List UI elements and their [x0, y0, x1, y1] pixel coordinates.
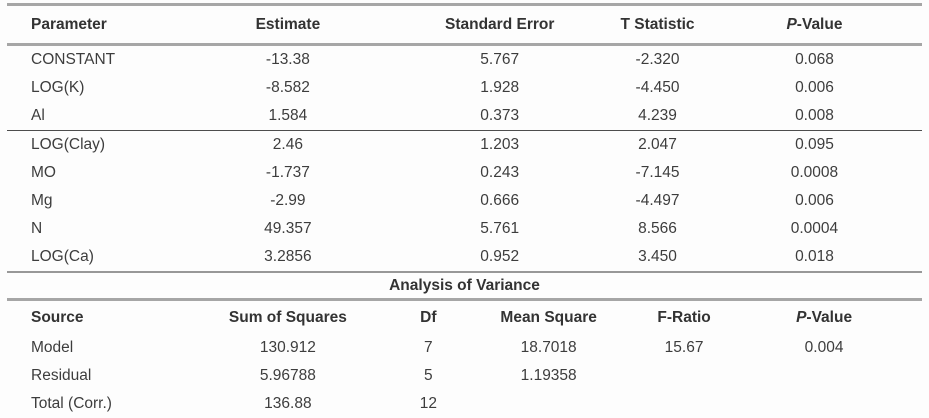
cell-f-ratio [642, 362, 726, 390]
cell-estimate: -13.38 [265, 51, 310, 68]
cell-p-value: 0.068 [795, 51, 834, 68]
cell-estimate: -8.582 [265, 79, 310, 96]
cell-estimate: 3.2856 [184, 243, 392, 273]
col-header-sum-of-squares: Sum of Squares [228, 308, 347, 326]
cell-estimate: 2.46 [272, 136, 303, 153]
cell-p-value: 0.018 [706, 243, 922, 273]
coef-header-row: Parameter Estimate Standard Error T Stat… [7, 4, 922, 46]
coef-row-log-clay: LOG(Clay) 2.46 1.203 2.047 0.095 [7, 131, 922, 160]
col-header-parameter: Parameter [7, 4, 185, 46]
cell-estimate: 49.357 [264, 220, 312, 237]
coef-row-log-ca: LOG(Ca) 3.2856 0.952 3.450 0.018 [7, 243, 922, 273]
cell-source: Total (Corr.) [31, 395, 112, 412]
cell-p-value: 0.095 [795, 136, 834, 153]
cell-t-stat: -2.320 [635, 51, 680, 68]
p-value-italic-p: P [786, 15, 797, 33]
cell-mean-square: 18.7018 [520, 339, 577, 356]
cell-p-value: 0.0004 [790, 220, 839, 237]
cell-t-stat: 2.047 [638, 136, 677, 153]
cell-parameter: N [31, 220, 43, 237]
cell-parameter: CONSTANT [31, 51, 116, 68]
anova-row-residual: Residual 5.96788 5 1.19358 [7, 362, 922, 390]
cell-f-ratio: 15.67 [664, 339, 704, 356]
cell-estimate: -1.737 [265, 164, 310, 181]
cell-p-value: 0.006 [795, 192, 834, 209]
col-header-mean-square: Mean Square [500, 308, 597, 326]
cell-std-error: 1.928 [480, 79, 520, 96]
regression-coefficients-table: Parameter Estimate Standard Error T Stat… [7, 3, 922, 273]
cell-df: 7 [424, 339, 433, 356]
cell-mean-square: 1.19358 [520, 367, 577, 384]
col-header-estimate: Estimate [184, 4, 392, 46]
p-value-italic-p: P [796, 308, 807, 326]
cell-p-value: 0.0008 [790, 164, 839, 181]
cell-std-error: 0.373 [391, 102, 609, 131]
cell-p-value: 0.004 [804, 339, 844, 356]
anova-row-model: Model 130.912 7 18.7018 15.67 0.004 [7, 334, 922, 362]
cell-t-stat: 3.450 [608, 243, 707, 273]
cell-parameter: LOG(Ca) [7, 243, 185, 273]
col-header-f-ratio: F-Ratio [657, 308, 711, 326]
cell-df: 12 [419, 395, 437, 412]
cell-t-stat: -4.450 [635, 79, 680, 96]
coef-row-constant: CONSTANT -13.38 5.767 -2.320 0.068 [7, 45, 922, 75]
cell-estimate: -2.99 [270, 192, 306, 209]
cell-std-error: 1.203 [480, 136, 520, 153]
cell-p-value: 0.006 [795, 79, 834, 96]
cell-p-value: 0.008 [706, 102, 922, 131]
cell-sum-of-squares: 136.88 [264, 395, 312, 412]
cell-std-error: 0.243 [480, 164, 520, 181]
cell-t-stat: 4.239 [608, 102, 707, 131]
coef-row-mg: Mg -2.99 0.666 -4.497 0.006 [7, 187, 922, 215]
anova-table: Source Sum of Squares Df Mean Square F-R… [7, 298, 922, 418]
coef-row-n: N 49.357 5.761 8.566 0.0004 [7, 215, 922, 243]
coef-row-mo: MO -1.737 0.243 -7.145 0.0008 [7, 159, 922, 187]
col-header-p-value: P-Value [706, 4, 922, 46]
p-value-suffix: -Value [806, 308, 853, 326]
coef-row-log-k: LOG(K) -8.582 1.928 -4.450 0.006 [7, 74, 922, 102]
cell-source: Model [31, 339, 74, 356]
cell-f-ratio [642, 390, 726, 418]
cell-sum-of-squares: 5.96788 [259, 367, 316, 384]
cell-source: Residual [31, 367, 92, 384]
cell-parameter: MO [31, 164, 56, 181]
cell-t-stat: -4.497 [635, 192, 680, 209]
p-value-suffix: -Value [796, 15, 843, 33]
cell-parameter: Mg [31, 192, 53, 209]
cell-parameter: LOG(Clay) [31, 136, 106, 153]
cell-parameter: LOG(K) [31, 79, 85, 96]
cell-p-value [726, 390, 922, 418]
col-header-source: Source [31, 308, 84, 326]
col-header-standard-error: Standard Error [391, 4, 609, 46]
col-header-anova-p-value: P-Value [726, 300, 922, 335]
coef-row-al: Al 1.584 0.373 4.239 0.008 [7, 102, 922, 131]
cell-estimate: 1.584 [184, 102, 392, 131]
cell-parameter: Al [7, 102, 185, 131]
cell-std-error: 5.761 [480, 220, 520, 237]
cell-std-error: 0.952 [391, 243, 609, 273]
cell-mean-square [455, 390, 642, 418]
col-header-df: Df [420, 308, 437, 326]
cell-df: 5 [424, 367, 433, 384]
cell-p-value [726, 362, 922, 390]
cell-std-error: 0.666 [480, 192, 520, 209]
cell-t-stat: -7.145 [635, 164, 680, 181]
anova-header-row: Source Sum of Squares Df Mean Square F-R… [7, 300, 922, 335]
cell-t-stat: 8.566 [638, 220, 677, 237]
anova-section-title: Analysis of Variance [389, 277, 540, 294]
cell-sum-of-squares: 130.912 [259, 339, 316, 356]
anova-row-total: Total (Corr.) 136.88 12 [7, 390, 922, 418]
cell-std-error: 5.767 [480, 51, 520, 68]
col-header-t-statistic: T Statistic [608, 4, 707, 46]
